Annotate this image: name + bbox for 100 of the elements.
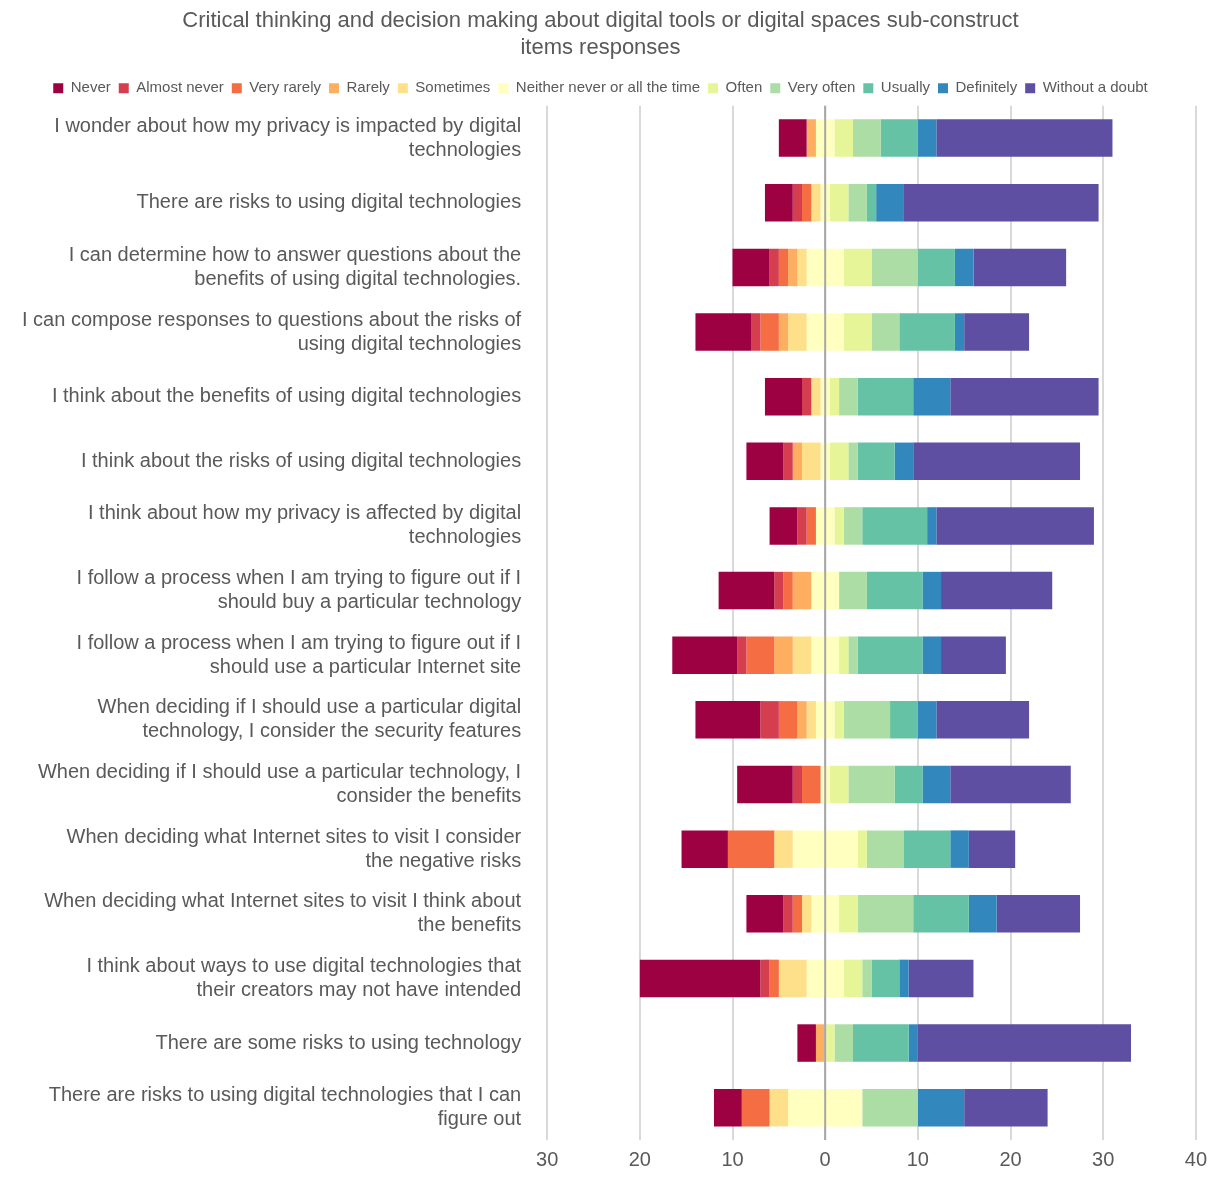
bar [922,571,942,610]
bar [802,377,812,416]
bar [792,765,803,804]
bar [778,313,789,351]
bar [788,1088,863,1127]
bar [894,765,923,804]
bar [806,507,816,545]
bar [834,507,844,545]
bar [968,895,997,933]
legend-label: Definitely [955,78,1018,96]
bar [774,571,784,610]
y-tick-label: When deciding what Internet sites to visit I consider the negative risks [66,824,522,871]
bar [792,636,812,674]
bar [871,313,900,351]
bar [769,1088,789,1127]
bar [815,1024,825,1062]
y-tick-label: I follow a process when I am trying to figure out if I should buy a particular technology [76,566,522,613]
bar [718,571,775,610]
bar [839,636,849,674]
bar [811,895,840,933]
bar [848,636,858,674]
legend-label: Very rarely [249,78,322,96]
legend-label: Rarely [346,78,391,96]
bar [880,119,918,157]
bar [802,442,821,481]
y-tick-label: I think about the risks of using digital technologies [80,448,522,471]
bar [760,313,779,351]
bar [899,313,955,351]
x-tick-label: 20 [628,1147,651,1170]
bar [913,442,1081,481]
bar [769,248,779,287]
bar [899,959,909,998]
bar [834,701,844,739]
bar [806,313,844,351]
bar [852,119,881,157]
bar [802,184,812,222]
bar [973,248,1067,287]
bar [903,184,1099,222]
bar [950,830,969,868]
x-tick-label: 30 [536,1147,559,1170]
y-tick-label: When deciding if I should use a particular digital technology, I consider the security features [97,695,522,742]
bar [746,895,784,933]
y-tick-label: When deciding what Internet sites to visit I think about the benefits [44,889,522,936]
bar [843,507,863,545]
bar [950,377,1099,416]
bar [941,636,1006,674]
bar [996,895,1081,933]
bar [778,248,789,287]
bar [857,830,867,868]
bar [843,313,872,351]
bar [797,1024,816,1062]
x-tick-label: 10 [721,1147,744,1170]
bar [829,184,849,222]
legend-label: Neither never or all the time [515,78,701,96]
bar [797,507,807,545]
bar [852,1024,909,1062]
bar [681,830,728,868]
bar [834,119,853,157]
bar [826,1024,835,1062]
bar [866,184,877,222]
bar [964,313,1030,351]
bar [783,571,793,610]
bar [778,119,807,157]
bar [941,571,1053,610]
x-tick-label: 40 [1184,1147,1207,1170]
bar [737,636,747,674]
bar [802,895,812,933]
bar [737,765,793,804]
bar [774,636,793,674]
bar [950,765,1071,804]
bar [917,119,937,157]
bar [890,701,918,739]
bar [769,507,798,545]
bar [806,701,816,739]
legend-label: Never [70,78,111,96]
bar [917,248,955,287]
bar [871,248,918,287]
bar [806,119,816,157]
bar [811,571,840,610]
bar [783,442,793,481]
bar [778,959,807,998]
bar [913,895,969,933]
bar [936,701,1030,739]
bar [792,184,803,222]
bar [862,959,872,998]
y-tick-label: I think about the benefits of using digital technologies [51,384,522,407]
bar [839,895,858,933]
bar [829,442,849,481]
bar [774,830,793,868]
bar [903,830,951,868]
bar [908,1024,918,1062]
y-tick-label: There are some risks to using technology [155,1030,522,1053]
bar [866,571,923,610]
legend-label: Almost never [136,78,224,96]
bar [848,765,895,804]
bar [732,248,770,287]
bar [936,507,1094,545]
bar [829,377,840,416]
bar [811,377,821,416]
bar [876,184,904,222]
